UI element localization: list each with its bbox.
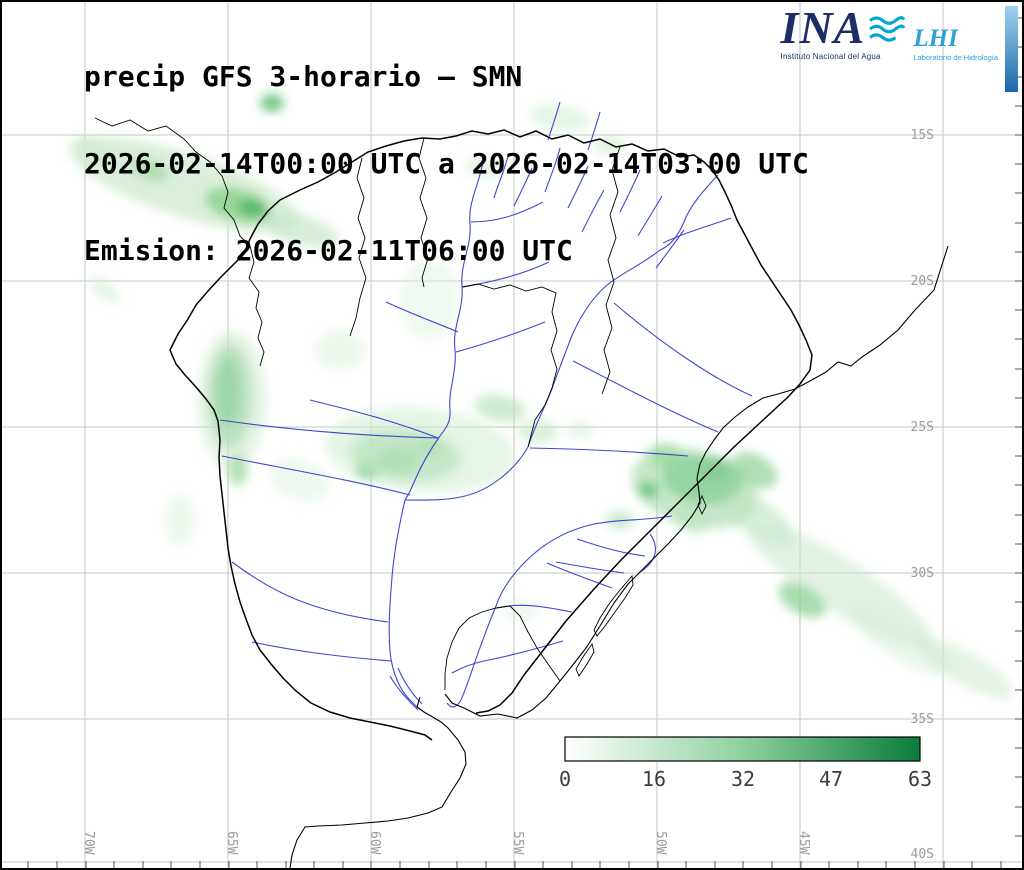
precip-blob bbox=[732, 451, 778, 489]
logo-blue-bar bbox=[1005, 6, 1018, 92]
lat-label: 30S bbox=[911, 566, 934, 581]
colorbar-tick: 32 bbox=[731, 767, 755, 791]
colorbar-tick: 0 bbox=[559, 767, 571, 791]
river-tributary bbox=[470, 201, 544, 223]
precip-blob bbox=[566, 422, 594, 438]
river-parana-middle bbox=[404, 446, 529, 501]
river-salado bbox=[231, 561, 389, 623]
precip-blob bbox=[637, 482, 659, 498]
ina-block: INA Instituto Nacional del Agua bbox=[780, 2, 907, 61]
river-tributary bbox=[455, 321, 546, 353]
river-uruguay bbox=[446, 515, 673, 708]
river-coastal bbox=[639, 533, 656, 573]
river-parana-lower bbox=[388, 499, 419, 709]
precip-blob bbox=[400, 260, 460, 340]
precip-blob bbox=[90, 276, 120, 304]
lon-label: 45W bbox=[796, 831, 811, 855]
ina-wordmark: INA bbox=[780, 2, 866, 53]
precip-blob bbox=[228, 454, 248, 486]
plot-valid-range: 2026-02-14T00:00 UTC a 2026-02-14T03:00 … bbox=[84, 147, 809, 180]
precip-layer bbox=[70, 94, 1014, 699]
lon-label: 60W bbox=[367, 831, 382, 855]
rivers-layer bbox=[219, 101, 753, 711]
precip-blob bbox=[474, 394, 526, 422]
precip-blob bbox=[260, 94, 284, 112]
river-grande bbox=[662, 217, 732, 244]
precip-blob bbox=[165, 495, 195, 545]
colorbar-tick: 16 bbox=[642, 767, 666, 791]
precip-blob bbox=[130, 158, 170, 182]
lat-label: 15S bbox=[911, 128, 934, 143]
river-iguazu bbox=[529, 447, 689, 457]
lhi-wordmark: LHI bbox=[913, 25, 958, 52]
internal-boundaries bbox=[94, 117, 621, 690]
river-paranapanema bbox=[572, 360, 719, 433]
lhi-subtitle: Laboratorio de Hidrología bbox=[913, 53, 998, 62]
precip-blob bbox=[315, 330, 365, 370]
borders-layer bbox=[94, 117, 949, 869]
wave-icon bbox=[869, 15, 906, 42]
precip-blob bbox=[71, 136, 119, 168]
river-pilcomayo bbox=[219, 419, 439, 439]
precip-blob bbox=[238, 198, 266, 218]
precip-blob bbox=[325, 407, 515, 493]
gridline-horizontal bbox=[0, 134, 1024, 863]
precip-blob bbox=[261, 212, 339, 248]
precip-blob bbox=[778, 582, 826, 618]
colorbar: 0 16 32 47 63 bbox=[559, 736, 932, 791]
precip-blob bbox=[916, 637, 1014, 699]
river-tiete bbox=[613, 302, 753, 397]
river-bermejo bbox=[221, 455, 411, 496]
lon-label: 55W bbox=[510, 831, 525, 855]
river-carcarana bbox=[251, 641, 392, 662]
river-parana-upper bbox=[527, 174, 719, 448]
lhi-block: LHI Laboratorio de Hidrología bbox=[913, 26, 998, 62]
precip-blob bbox=[198, 330, 266, 470]
river-jacui bbox=[555, 561, 625, 574]
river-tributary bbox=[576, 538, 646, 557]
coastline-south bbox=[289, 696, 467, 869]
lat-label: 20S bbox=[911, 274, 934, 289]
plot-title: precip GFS 3-horario — SMN bbox=[84, 60, 523, 93]
precip-blob bbox=[647, 443, 683, 467]
axis-labels: 15S 20S 25S 30S 35S 40S 70W 65W 60W 55W … bbox=[81, 128, 934, 862]
ina-subtitle: Instituto Nacional del Agua bbox=[780, 51, 881, 61]
lat-label: 25S bbox=[911, 420, 934, 435]
lon-label: 50W bbox=[653, 831, 668, 855]
precip-blob bbox=[465, 157, 505, 179]
river-tributary bbox=[385, 301, 459, 333]
right-axis-ticks bbox=[1015, 17, 1022, 837]
precip-blob bbox=[670, 506, 710, 534]
river-paraguay bbox=[404, 161, 484, 501]
basin-boundary bbox=[169, 129, 813, 741]
plot-emission-time: Emision: 2026-02-11T06:00 UTC bbox=[84, 234, 573, 267]
lat-label: 35S bbox=[911, 712, 934, 727]
precip-blob bbox=[270, 458, 330, 502]
bottom-axis-ticks bbox=[27, 861, 1002, 868]
lat-label: 40S bbox=[911, 847, 934, 862]
precip-blob bbox=[530, 104, 590, 132]
river-delta-channels bbox=[389, 667, 423, 711]
lagoons bbox=[575, 494, 707, 677]
river-negro bbox=[451, 640, 564, 674]
river-headwaters bbox=[493, 147, 685, 269]
river-pilcomayo-branch bbox=[309, 399, 439, 439]
colorbar-tick: 47 bbox=[819, 767, 843, 791]
lon-label: 70W bbox=[81, 831, 96, 855]
ina-logo: INA Instituto Nacional del Agua LHI Labo… bbox=[780, 2, 1018, 92]
colorbar-tick: 63 bbox=[908, 767, 932, 791]
precip-blob bbox=[606, 511, 634, 529]
precip-blob bbox=[518, 421, 558, 443]
river-tributary bbox=[546, 562, 613, 589]
colorbar-gradient bbox=[564, 736, 921, 762]
title-block: precip GFS 3-horario — SMN 2026-02-14T00… bbox=[84, 4, 809, 294]
lon-label: 65W bbox=[224, 831, 239, 855]
coastline bbox=[444, 245, 949, 719]
